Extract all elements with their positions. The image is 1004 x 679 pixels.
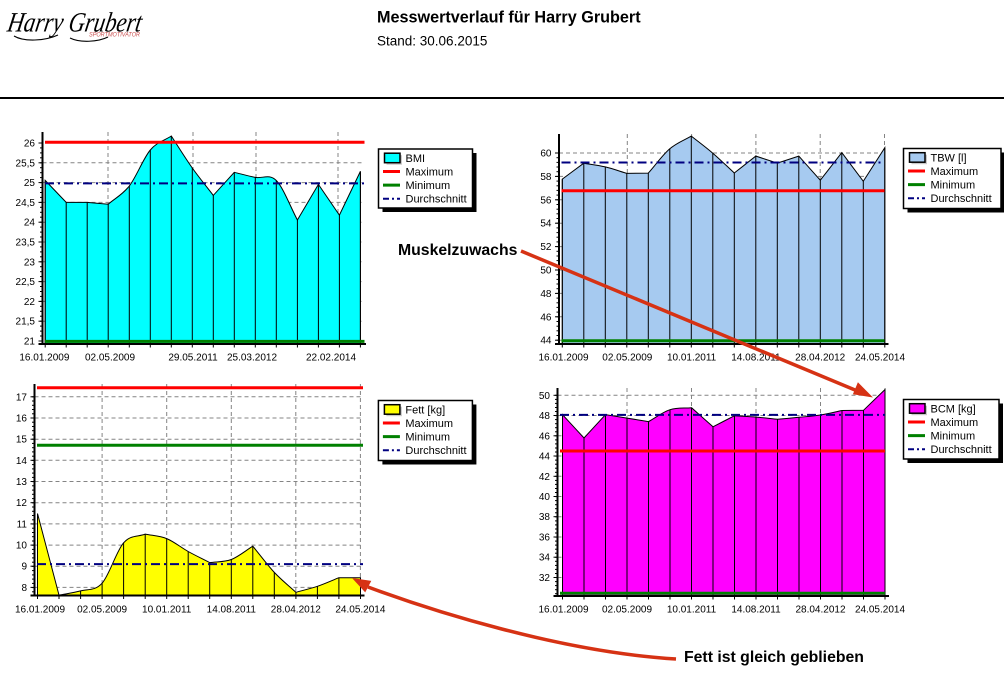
svg-text:Muskelzuwachs: Muskelzuwachs (398, 242, 518, 259)
svg-text:24.05.2014: 24.05.2014 (335, 605, 385, 616)
svg-text:16: 16 (16, 414, 28, 425)
svg-text:Maximum: Maximum (931, 166, 979, 178)
svg-text:46: 46 (540, 312, 552, 323)
svg-text:16.01.2009: 16.01.2009 (538, 353, 588, 364)
svg-text:10.01.2011: 10.01.2011 (142, 605, 192, 616)
svg-text:60: 60 (540, 149, 552, 160)
svg-text:8: 8 (21, 583, 27, 594)
svg-text:48: 48 (540, 289, 552, 300)
svg-text:Messwertverlauf für Harry Grub: Messwertverlauf für Harry Grubert (377, 9, 641, 27)
svg-text:54: 54 (540, 219, 552, 230)
svg-text:Stand: 30.06.2015: Stand: 30.06.2015 (377, 34, 487, 49)
svg-text:17: 17 (16, 392, 28, 403)
svg-text:56: 56 (540, 195, 552, 206)
svg-text:46: 46 (539, 431, 551, 442)
svg-text:SPORTMOTIVATOR: SPORTMOTIVATOR (89, 32, 140, 39)
svg-text:9: 9 (21, 562, 27, 573)
svg-text:42: 42 (539, 472, 551, 483)
svg-text:23: 23 (24, 257, 36, 268)
svg-text:52: 52 (540, 242, 552, 253)
svg-text:14: 14 (16, 456, 28, 467)
svg-text:32: 32 (539, 573, 551, 584)
svg-text:24.05.2014: 24.05.2014 (855, 353, 905, 364)
svg-text:Maximum: Maximum (405, 418, 453, 430)
svg-text:50: 50 (540, 266, 552, 277)
svg-text:BMI: BMI (406, 153, 426, 165)
svg-text:21: 21 (24, 337, 36, 348)
svg-text:10.01.2011: 10.01.2011 (667, 605, 717, 616)
svg-text:29.05.2011: 29.05.2011 (168, 353, 218, 364)
svg-text:13: 13 (16, 477, 28, 488)
svg-text:28.04.2012: 28.04.2012 (795, 353, 845, 364)
svg-text:Fett ist gleich geblieben: Fett ist gleich geblieben (684, 649, 864, 666)
svg-text:Fett [kg]: Fett [kg] (405, 404, 445, 416)
svg-text:24.05.2014: 24.05.2014 (855, 605, 905, 616)
svg-text:Minimum: Minimum (405, 432, 450, 444)
svg-text:10.01.2011: 10.01.2011 (667, 353, 717, 364)
svg-text:22: 22 (24, 297, 36, 308)
svg-text:44: 44 (539, 452, 551, 463)
svg-text:Durchschnitt: Durchschnitt (931, 444, 992, 456)
svg-text:24: 24 (24, 218, 36, 229)
svg-text:21,5: 21,5 (16, 317, 36, 328)
svg-text:14.08.2011: 14.08.2011 (731, 605, 781, 616)
svg-text:28.04.2012: 28.04.2012 (271, 605, 321, 616)
svg-text:Durchschnitt: Durchschnitt (406, 194, 467, 206)
svg-text:16.01.2009: 16.01.2009 (19, 353, 69, 364)
svg-text:58: 58 (540, 172, 552, 183)
svg-text:36: 36 (539, 533, 551, 544)
svg-text:12: 12 (16, 498, 28, 509)
svg-text:Minimum: Minimum (406, 180, 451, 192)
svg-text:25.03.2012: 25.03.2012 (227, 353, 277, 364)
svg-text:22.02.2014: 22.02.2014 (306, 353, 356, 364)
svg-text:Durchschnitt: Durchschnitt (931, 193, 992, 205)
svg-text:28.04.2012: 28.04.2012 (795, 605, 845, 616)
svg-text:14.08.2011: 14.08.2011 (207, 605, 257, 616)
svg-text:34: 34 (539, 553, 551, 564)
svg-text:Minimum: Minimum (931, 431, 976, 443)
svg-text:Durchschnitt: Durchschnitt (405, 445, 466, 457)
svg-text:24,5: 24,5 (16, 198, 36, 209)
svg-text:22,5: 22,5 (16, 277, 36, 288)
svg-text:02.05.2009: 02.05.2009 (85, 353, 135, 364)
svg-text:02.05.2009: 02.05.2009 (602, 605, 652, 616)
svg-text:02.05.2009: 02.05.2009 (602, 353, 652, 364)
svg-text:25,5: 25,5 (16, 158, 36, 169)
svg-text:38: 38 (539, 512, 551, 523)
svg-text:TBW [l]: TBW [l] (931, 152, 967, 164)
svg-text:10: 10 (16, 541, 28, 552)
svg-text:50: 50 (539, 391, 551, 402)
svg-text:02.05.2009: 02.05.2009 (77, 605, 127, 616)
svg-text:11: 11 (17, 519, 28, 530)
svg-text:Maximum: Maximum (931, 417, 979, 429)
svg-text:48: 48 (539, 411, 551, 422)
svg-text:44: 44 (540, 336, 552, 347)
svg-text:16.01.2009: 16.01.2009 (538, 605, 588, 616)
svg-text:BCM [kg]: BCM [kg] (931, 403, 976, 415)
svg-text:26: 26 (24, 139, 36, 150)
svg-text:14.08.2011: 14.08.2011 (731, 353, 781, 364)
svg-text:15: 15 (16, 435, 28, 446)
svg-text:Minimum: Minimum (931, 180, 976, 192)
svg-text:16.01.2009: 16.01.2009 (15, 605, 65, 616)
svg-text:Maximum: Maximum (406, 167, 454, 179)
svg-text:23,5: 23,5 (16, 238, 36, 249)
svg-text:40: 40 (539, 492, 551, 503)
svg-text:25: 25 (24, 178, 36, 189)
